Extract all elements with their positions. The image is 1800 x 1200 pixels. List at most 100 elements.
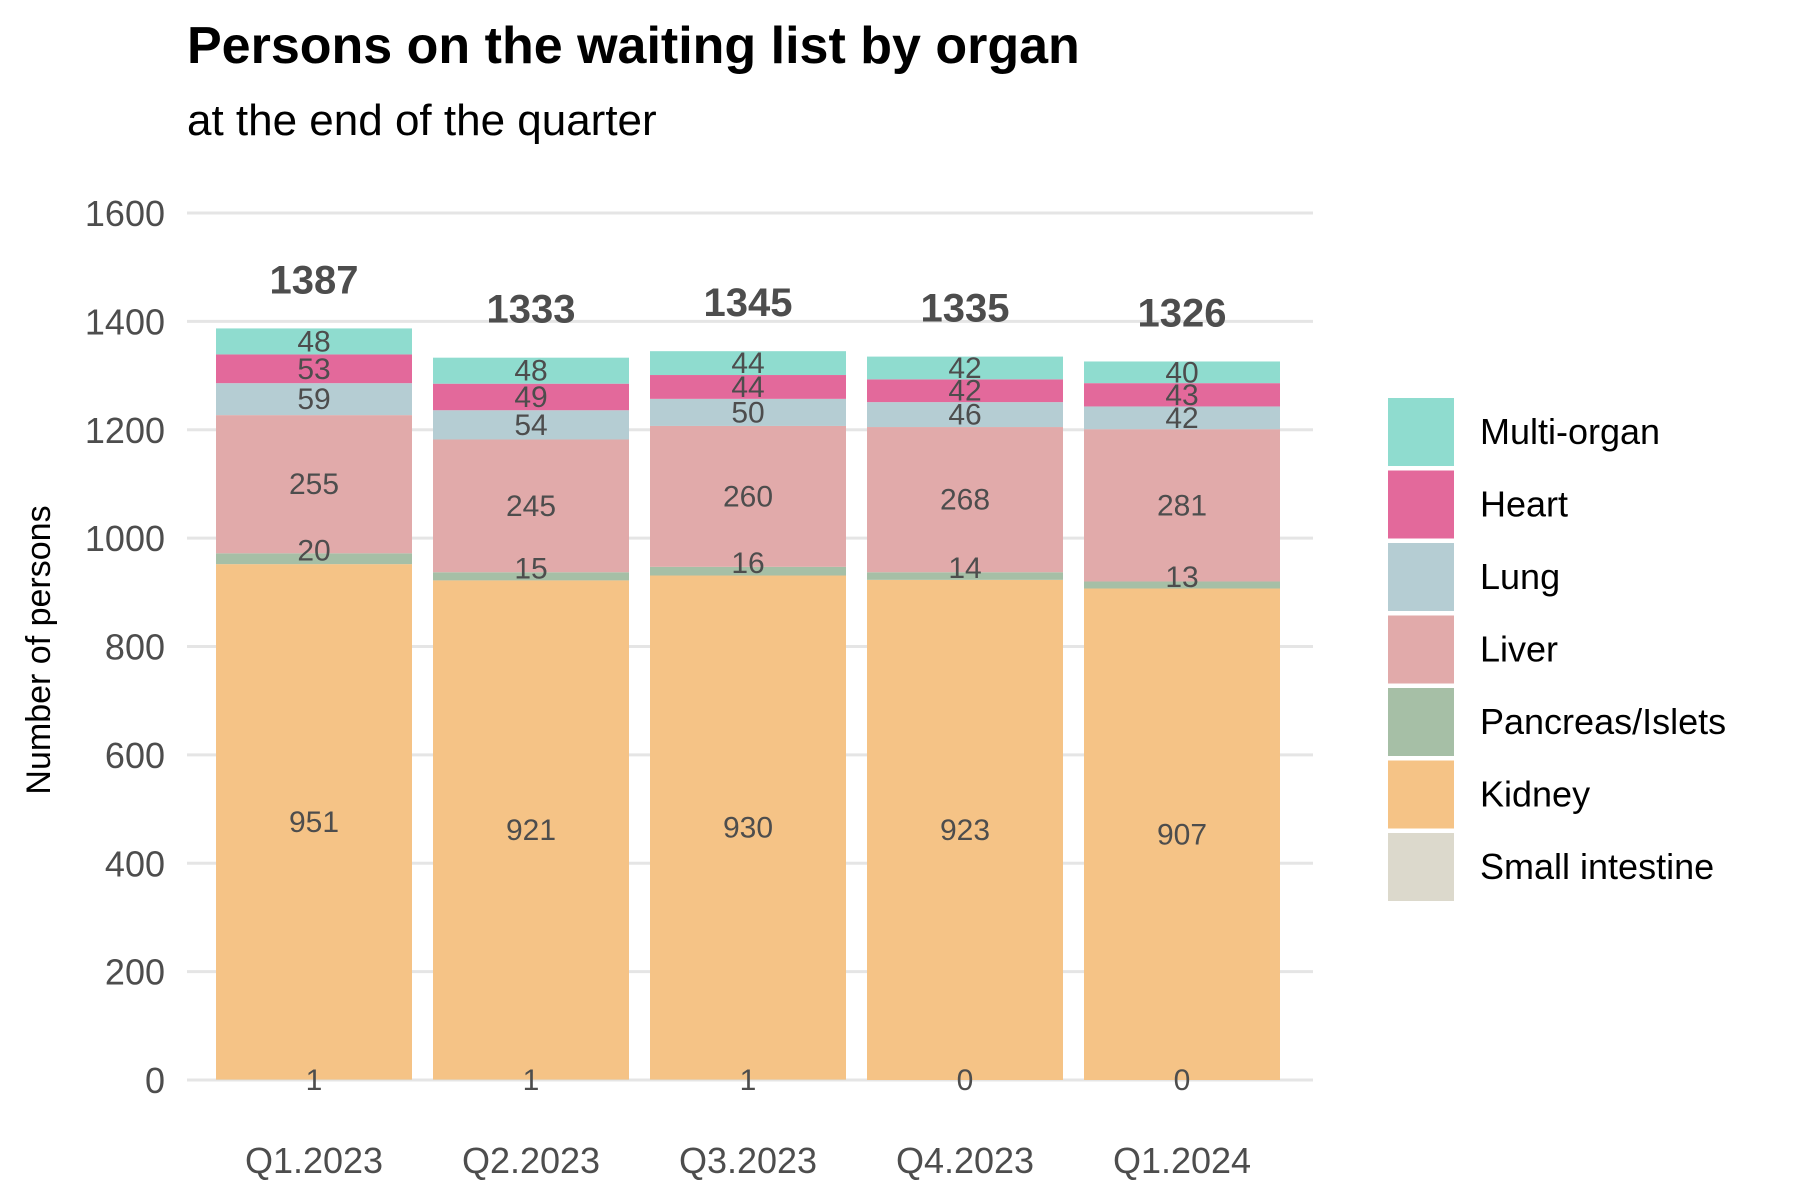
segment-value-label: 42 (948, 375, 981, 408)
segment-value-label: 54 (514, 409, 547, 442)
bars (216, 328, 1280, 1080)
segment-value-label: 46 (948, 399, 981, 432)
bar-segment (433, 580, 629, 1080)
legend-swatch (1388, 760, 1454, 829)
y-axis-label: Number of persons (20, 505, 58, 794)
bar-segment (216, 1079, 412, 1080)
segment-value-label: 14 (948, 552, 981, 585)
segment-value-label: 921 (506, 814, 556, 847)
segment-value-label: 923 (940, 814, 990, 847)
bar-segment (216, 553, 412, 565)
segment-value-label: 15 (514, 552, 547, 585)
segment-value-label: 40 (1165, 356, 1198, 389)
bar-segment (216, 354, 412, 384)
segment-value-label: 951 (289, 806, 339, 839)
bar-segment (650, 398, 846, 426)
bar-segment (650, 375, 846, 399)
bar-segment (1084, 429, 1280, 582)
bar-total-label: 1326 (1138, 291, 1227, 335)
legend-label: Small intestine (1480, 846, 1714, 887)
legend-label: Multi-organ (1480, 411, 1660, 452)
y-tick-label: 200 (105, 952, 165, 993)
segment-value-label: 44 (731, 371, 764, 404)
segment-value-label: 48 (514, 355, 547, 388)
segment-value-label: 0 (957, 1064, 974, 1097)
x-tick-label: Q1.2023 (245, 1140, 383, 1181)
bar-segment (1084, 406, 1280, 430)
segment-value-label: 49 (514, 381, 547, 414)
bar-total-label: 1335 (921, 287, 1010, 331)
bar-segment (650, 425, 846, 567)
legend-swatch (1388, 615, 1454, 684)
bar-total-label: 1345 (704, 281, 793, 325)
bar-segment (1084, 581, 1280, 589)
segment-value-label: 907 (1157, 818, 1207, 851)
bar-segment (433, 572, 629, 581)
y-tick-label: 1600 (85, 193, 165, 234)
bar-total-label: 1333 (487, 288, 576, 332)
legend-swatch (1388, 688, 1454, 756)
segment-value-label: 1 (523, 1064, 540, 1097)
bar-segment (216, 564, 412, 1080)
bar-segment (216, 328, 412, 355)
legend: Multi-organ Heart Lung Liver Pancreas/Islets… (1388, 398, 1726, 901)
segment-value-label: 42 (948, 352, 981, 385)
segment-value-label: 255 (289, 468, 339, 501)
legend-swatch (1388, 833, 1454, 901)
bar-segment (433, 383, 629, 411)
bar-segment (867, 402, 1063, 428)
chart-subtitle: at the end of the quarter (187, 96, 657, 145)
bar-segment (216, 415, 412, 554)
bar-total-label: 1387 (270, 258, 359, 302)
y-tick-label: 1400 (85, 301, 165, 342)
legend-label: Liver (1480, 629, 1558, 670)
segment-value-label: 43 (1165, 379, 1198, 412)
legend-swatch (1388, 398, 1454, 466)
segment-value-label: 59 (297, 383, 330, 416)
segment-value-label: 53 (297, 353, 330, 386)
segment-value-label: 50 (731, 396, 764, 429)
bar-segment (1084, 588, 1280, 1080)
segment-value-label: 0 (1174, 1064, 1191, 1097)
segment-value-label: 260 (723, 480, 773, 513)
segment-value-label: 48 (297, 325, 330, 358)
segment-value-label: 245 (506, 490, 556, 523)
x-tick-label: Q4.2023 (896, 1140, 1034, 1181)
y-tick-label: 0 (145, 1060, 165, 1101)
segment-value-label: 20 (297, 535, 330, 568)
bar-segment (433, 439, 629, 573)
bar-segment (650, 351, 846, 376)
segment-value-label: 44 (731, 347, 764, 380)
y-tick-label: 400 (105, 843, 165, 884)
x-tick-label: Q3.2023 (679, 1140, 817, 1181)
y-tick-label: 1200 (85, 410, 165, 451)
bar-totals: 1387 1333 1345 1335 1326 (270, 258, 1227, 335)
y-tick-label: 1000 (85, 518, 165, 559)
legend-swatch (1388, 470, 1454, 539)
legend-label: Kidney (1480, 774, 1590, 815)
bar-segment (433, 357, 629, 384)
bar-segment (867, 356, 1063, 380)
segment-value-label: 1 (306, 1064, 323, 1097)
legend-swatch (1388, 543, 1454, 611)
segment-value-label: 1 (740, 1064, 757, 1097)
legend-label: Lung (1480, 556, 1560, 597)
bar-segment (650, 1079, 846, 1080)
bar-segment (650, 566, 846, 576)
x-tick-label: Q1.2024 (1113, 1140, 1251, 1181)
bar-segment (867, 379, 1063, 403)
bar-segment (867, 579, 1063, 1080)
bar-segment (1084, 361, 1280, 384)
bar-segment (650, 575, 846, 1080)
segment-labels: 1951202555953481921152455449481930162605… (289, 325, 1207, 1097)
bar-segment (433, 1079, 629, 1080)
legend-label: Pancreas/Islets (1480, 701, 1726, 742)
segment-value-label: 268 (940, 484, 990, 517)
segment-value-label: 13 (1165, 561, 1198, 594)
x-tick-label: Q2.2023 (462, 1140, 600, 1181)
segment-value-label: 281 (1157, 489, 1207, 522)
y-tick-label: 800 (105, 627, 165, 668)
segment-value-label: 930 (723, 811, 773, 844)
